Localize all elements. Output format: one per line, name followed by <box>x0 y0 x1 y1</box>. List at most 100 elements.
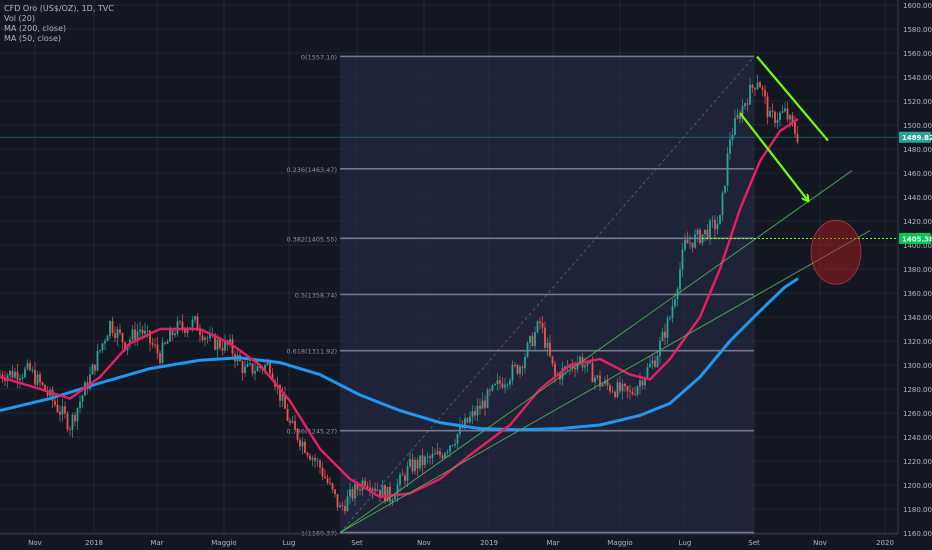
indicator-ma50[interactable]: MA (50, close) <box>4 34 62 43</box>
candle-up <box>671 306 674 318</box>
candle-up <box>716 224 719 230</box>
candle-down <box>366 485 369 488</box>
candle-up <box>249 363 251 365</box>
candle-up <box>784 108 786 112</box>
candle-up <box>789 115 791 120</box>
candle-down <box>544 327 546 348</box>
candle-up <box>661 331 664 342</box>
candle-up <box>781 111 784 113</box>
candle-up <box>104 341 106 344</box>
ma50-line <box>0 118 799 499</box>
candle-up <box>681 249 684 270</box>
candle-down <box>269 362 271 374</box>
indicator-ma200[interactable]: MA (200, close) <box>4 24 67 33</box>
candle-down <box>401 474 404 476</box>
candle-down <box>201 335 204 340</box>
candle-up <box>644 377 646 386</box>
candle-down <box>341 505 344 507</box>
candle-down <box>384 485 386 502</box>
candle-down <box>214 334 216 350</box>
candle-down <box>624 383 626 387</box>
candle-up <box>144 330 146 334</box>
candle-up <box>471 411 474 417</box>
symbol-title[interactable]: CFD Oro (US$/OZ), 1D, TVC <box>4 4 114 13</box>
candle-up <box>694 234 696 248</box>
candle-up <box>264 365 266 371</box>
candle-down <box>771 110 774 113</box>
candle-down <box>786 108 789 120</box>
price-tick-label: 1320.00 <box>903 338 932 346</box>
price-tick-label: 1360.00 <box>903 290 932 298</box>
indicator-volume[interactable]: Vol (20) <box>4 14 35 23</box>
fibonacci-level-label: 0.5(1358.74) <box>295 292 337 300</box>
candle-up <box>579 356 581 363</box>
candle-up <box>414 460 416 472</box>
candle-up <box>246 364 249 367</box>
candle-up <box>21 377 24 379</box>
candle-up <box>146 330 149 332</box>
candle-down <box>39 374 41 383</box>
candle-down <box>241 361 244 374</box>
candle-up <box>519 366 521 374</box>
candle-up <box>436 451 439 454</box>
candle-up <box>409 459 411 467</box>
candle-up <box>71 415 74 430</box>
candle-up <box>354 484 356 499</box>
candle-down <box>0 374 1 376</box>
candle-up <box>394 496 396 500</box>
candle-up <box>106 335 109 342</box>
candle-up <box>109 320 111 336</box>
candle-down <box>591 363 594 383</box>
time-tick-label: Mar <box>546 539 559 547</box>
candle-up <box>524 356 526 369</box>
candle-up <box>449 445 451 452</box>
candle-down <box>124 342 126 351</box>
time-tick-label: Nov <box>28 539 42 547</box>
fibonacci-zone[interactable]: 0(1557.10) 0.236(1463.47) 0.382(1405.55) 0.… <box>286 53 755 538</box>
candle-up <box>674 299 676 307</box>
price-tick-label: 1300.00 <box>903 362 932 370</box>
candle-up <box>684 239 686 250</box>
candle-down <box>549 342 551 357</box>
candle-up <box>561 368 564 380</box>
candle-up <box>129 339 131 345</box>
candle-up <box>464 418 466 428</box>
candle-down <box>34 369 36 385</box>
candle-up <box>596 375 599 378</box>
candle-up <box>696 229 699 235</box>
candle-up <box>31 369 34 371</box>
candle-up <box>194 316 196 320</box>
candle-down <box>774 112 776 123</box>
candle-down <box>154 344 156 346</box>
candle-down <box>164 342 166 344</box>
candle-down <box>539 321 541 323</box>
ma200-line <box>0 277 799 432</box>
last-price-label: 1489.82 <box>902 134 932 142</box>
candle-down <box>296 428 299 440</box>
trend-line-upper <box>339 170 853 533</box>
candle-down <box>796 133 799 143</box>
candle-down <box>219 339 221 348</box>
candle-down <box>441 455 444 458</box>
marked-level-badge <box>899 233 931 245</box>
candle-up <box>656 356 659 367</box>
candle-down <box>16 371 19 381</box>
candle-up <box>244 366 246 374</box>
candle-down <box>421 455 424 466</box>
price-tick-label: 1560.00 <box>903 50 932 58</box>
candle-up <box>301 441 304 447</box>
price-tick-label: 1240.00 <box>903 434 932 442</box>
candle-down <box>554 363 556 376</box>
candle-down <box>641 380 644 386</box>
candle-down <box>404 475 406 481</box>
drawings[interactable] <box>0 55 898 533</box>
candle-down <box>121 332 124 343</box>
candle-up <box>426 456 429 458</box>
candle-up <box>396 484 399 497</box>
candle-down <box>294 420 296 429</box>
candle-up <box>431 453 434 458</box>
candle-up <box>266 362 269 366</box>
candle-up <box>204 337 206 340</box>
